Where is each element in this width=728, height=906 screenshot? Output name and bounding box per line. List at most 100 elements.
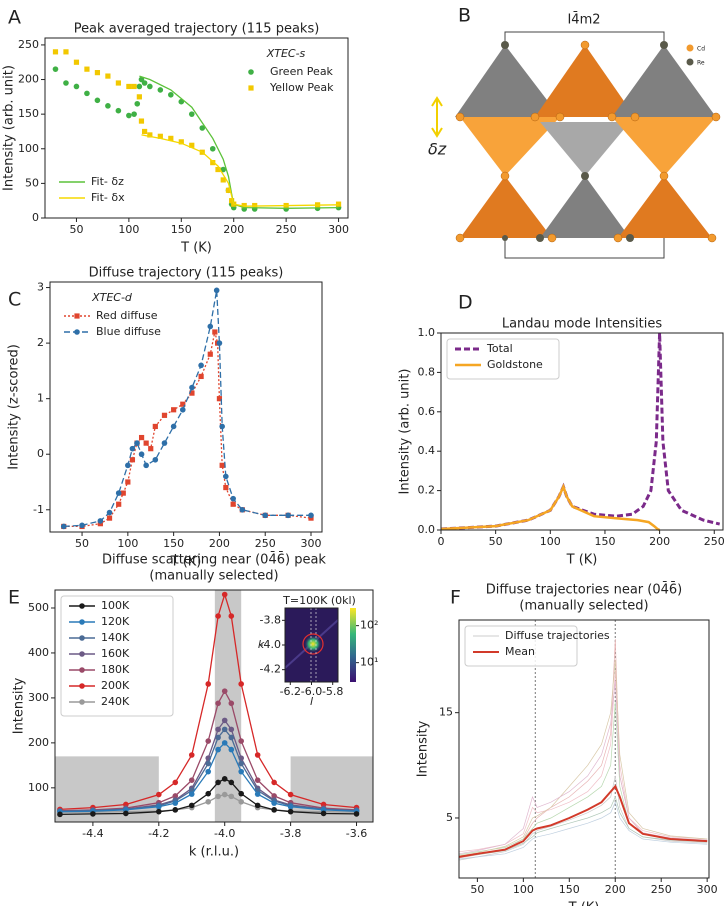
series-line (458, 659, 708, 857)
x-tick-label: 200 (649, 535, 670, 548)
series-line (458, 638, 708, 859)
marker (79, 603, 85, 609)
marker (241, 202, 247, 209)
y-tick-label: 250 (18, 38, 39, 51)
x-tick-label: 250 (276, 223, 297, 236)
marker (228, 779, 235, 786)
legend-label: Fit- δz (91, 175, 124, 188)
marker (225, 187, 232, 193)
y-tick-label: 5 (446, 811, 453, 824)
x-tick-label: 50 (69, 223, 83, 236)
panel-letter: D (458, 292, 473, 314)
y-tick-label: 200 (18, 73, 39, 86)
x-tick-label: 100 (513, 883, 534, 896)
x-axis-label: T (K) (566, 553, 598, 568)
marker (106, 509, 113, 516)
y-tick-label: 500 (28, 601, 49, 614)
axes-frame (54, 589, 374, 823)
y-tick-label: -1 (33, 503, 44, 516)
legend-label: Fit- δx (91, 191, 125, 204)
tetrahedron (455, 45, 560, 117)
series-line (59, 592, 357, 811)
series-line (458, 702, 708, 856)
y-tick-label: 0 (37, 447, 44, 460)
marker (221, 591, 228, 598)
marker (228, 726, 235, 733)
marker (120, 490, 126, 496)
legend-label: 180K (101, 663, 130, 676)
panel-letter: E (8, 587, 20, 609)
y-tick-label: 200 (28, 736, 49, 749)
marker (97, 518, 104, 524)
marker (52, 49, 59, 55)
chart-subtitle: (manually selected) (519, 599, 648, 614)
marker (79, 667, 85, 673)
marker (287, 803, 294, 810)
legend-label: 240K (101, 695, 130, 708)
marker (79, 699, 85, 705)
marker (221, 740, 228, 746)
marker (215, 700, 221, 707)
marker (188, 752, 195, 758)
x-tick-label: 50 (489, 535, 503, 548)
marker (52, 66, 59, 72)
panel-letter: C (8, 289, 21, 311)
marker (216, 396, 223, 402)
marker (172, 800, 179, 806)
chart-title: Landau mode Intensities (502, 317, 663, 332)
marker (221, 688, 228, 694)
y-tick-label: 150 (18, 107, 39, 120)
marker (199, 125, 206, 131)
marker (115, 490, 122, 496)
marker (138, 434, 145, 441)
marker (215, 746, 221, 753)
y-tick-label: 100 (28, 781, 49, 794)
inset-title: T=100K (0kl) (282, 594, 356, 607)
marker (189, 390, 195, 396)
marker (134, 100, 141, 107)
chart-title: Diffuse trajectories near (04̄6̄) (486, 582, 682, 597)
marker (205, 681, 212, 687)
displacement-arrow (431, 96, 443, 138)
marker (168, 135, 174, 141)
x-tick-label: 0 (438, 535, 445, 548)
marker (188, 111, 195, 117)
inset-x-tick-label: -5.8 (322, 685, 343, 698)
colorbar (350, 608, 356, 682)
displacement-label: δz (428, 140, 447, 159)
legend-title: XTEC-d (91, 291, 133, 304)
x-tick-label: 150 (594, 535, 615, 548)
marker (221, 726, 228, 733)
legend-marker (686, 44, 694, 52)
marker (79, 651, 85, 657)
marker (228, 793, 235, 800)
inset-y-tick-label: -3.8 (260, 613, 281, 626)
series-line (63, 331, 312, 528)
legend-label: 200K (101, 679, 130, 692)
x-tick-label: 300 (328, 223, 349, 236)
marker (207, 351, 213, 357)
chart-title: Peak averaged trajectory (115 peaks) (74, 22, 320, 37)
marker (238, 768, 244, 775)
legend-title: XTEC-s (266, 47, 306, 60)
y-tick-label: 3 (37, 281, 44, 294)
marker (254, 802, 261, 809)
marker (125, 479, 131, 485)
colorbar-tick-label: 10¹ (360, 656, 378, 669)
marker (220, 177, 226, 183)
marker (205, 738, 212, 744)
marker (248, 69, 254, 75)
inset-image (284, 608, 356, 682)
marker (73, 59, 80, 65)
marker (180, 401, 186, 407)
inset-y-tick-label: -4.2 (260, 663, 281, 676)
marker (172, 807, 179, 813)
legend-label: Goldstone (487, 358, 543, 371)
marker (205, 798, 212, 805)
x-axis-label: T (K) (170, 555, 202, 570)
marker (271, 807, 277, 813)
marker (239, 506, 246, 513)
marker (215, 734, 221, 741)
y-tick-label: 0.4 (418, 444, 436, 457)
series-line (458, 681, 708, 855)
